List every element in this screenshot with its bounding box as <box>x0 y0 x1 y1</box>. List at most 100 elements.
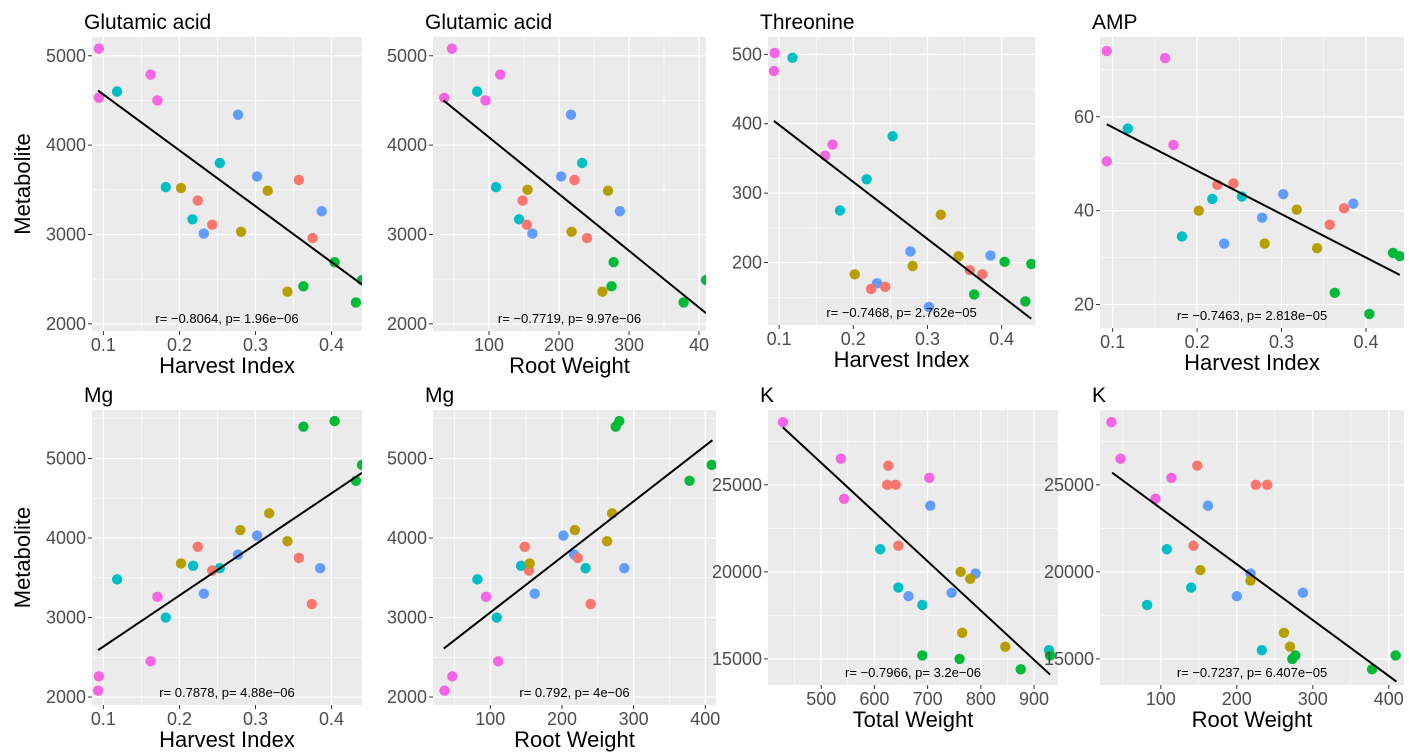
data-point <box>206 219 218 230</box>
x-tick-label: 0.1 <box>1100 332 1125 352</box>
y-axis-title: Metabolite <box>10 133 35 235</box>
panel-title: Glutamic acid <box>84 11 211 34</box>
data-point <box>977 269 988 280</box>
x-tick-label: 0.4 <box>1353 332 1378 352</box>
data-point <box>1297 587 1309 598</box>
data-point <box>953 251 964 262</box>
data-point <box>356 459 362 471</box>
panel-4: 20 40 60 0.1 0.2 0.3 0.4 r= −0.7463, p= 2.818e−… <box>1074 11 1404 375</box>
y-tick-label: 2000 <box>387 314 427 334</box>
data-point <box>214 157 225 169</box>
data-point <box>566 226 577 238</box>
x-tick-label: 0.1 <box>91 335 116 355</box>
data-point <box>565 109 577 120</box>
data-point <box>1284 641 1296 652</box>
panel-title: K <box>1092 384 1106 407</box>
y-tick-label: 20000 <box>1044 562 1094 582</box>
data-point <box>917 650 928 661</box>
data-point <box>1218 238 1230 249</box>
data-point <box>585 598 596 610</box>
data-point <box>1245 575 1256 586</box>
data-layer <box>92 415 362 696</box>
data-point <box>251 530 263 541</box>
y-tick-label: 40 <box>1074 201 1094 221</box>
x-tick-label: 40 <box>689 335 709 355</box>
x-tick-label: 200 <box>544 335 574 355</box>
y-tick-label: 5000 <box>387 449 427 469</box>
x-tick-label: 0.3 <box>243 709 268 729</box>
data-point <box>522 184 533 196</box>
data-point <box>601 535 613 547</box>
data-point <box>111 86 123 97</box>
data-point <box>264 508 275 519</box>
data-point <box>439 685 450 696</box>
data-point <box>1159 52 1171 64</box>
x-axis-title: Harvest Index <box>834 347 970 372</box>
data-point <box>1207 193 1218 205</box>
x-tick-label: 600 <box>859 689 889 709</box>
data-point <box>875 544 886 555</box>
data-point <box>282 286 293 297</box>
data-point <box>890 479 901 491</box>
data-point <box>1348 198 1359 209</box>
data-point <box>480 95 491 106</box>
data-point <box>1106 416 1117 428</box>
data-point <box>329 415 340 427</box>
data-point <box>187 560 199 572</box>
panel-7: 15000 20000 25000 500 600 700 800 900 r= −0.7966… <box>712 384 1058 732</box>
x-tick-label: 0.1 <box>767 329 792 349</box>
x-tick-label: 100 <box>475 709 505 729</box>
data-point <box>569 524 581 536</box>
x-tick-label: 0.2 <box>167 335 192 355</box>
data-point <box>491 612 502 623</box>
x-tick-label: 0.4 <box>319 335 344 355</box>
data-point <box>1291 204 1302 215</box>
y-tick-label: 15000 <box>1044 649 1094 669</box>
gridlines <box>433 37 706 331</box>
data-point <box>1236 191 1248 202</box>
y-tick-label: 2000 <box>46 314 86 334</box>
data-layer <box>1106 416 1401 683</box>
x-axis-title: Harvest Index <box>1184 350 1320 375</box>
data-point <box>251 171 263 182</box>
data-point <box>1290 650 1301 661</box>
regression-line <box>1106 123 1401 276</box>
data-point <box>700 274 706 286</box>
data-point <box>838 493 850 504</box>
data-point <box>1122 123 1134 134</box>
data-point <box>576 157 588 169</box>
x-axis-title: Root Weight <box>1192 707 1313 732</box>
data-point <box>1324 219 1335 230</box>
data-point <box>1176 231 1188 242</box>
data-point <box>1259 238 1270 249</box>
data-point <box>614 206 626 217</box>
data-point <box>865 283 877 295</box>
data-point <box>957 627 968 638</box>
gridlines <box>768 410 1058 685</box>
data-point <box>684 475 695 486</box>
data-layer <box>768 47 1035 320</box>
x-tick-label: 200 <box>547 709 577 729</box>
correlation-annotation: r= 0.7878, p= 4.88e−06 <box>159 685 295 700</box>
data-point <box>580 563 591 574</box>
data-point <box>968 289 980 300</box>
data-point <box>513 214 525 225</box>
correlation-annotation: r= −0.7468, p= 2.762e−05 <box>826 305 976 320</box>
plot-background <box>433 37 706 331</box>
data-point <box>1338 203 1350 214</box>
y-axis-title: Metabolite <box>10 507 35 609</box>
y-tick-label: 4000 <box>387 528 427 548</box>
correlation-annotation: r= −0.8064, p= 1.96e−06 <box>155 311 298 326</box>
data-point <box>1329 287 1340 298</box>
y-tick-label: 200 <box>732 253 762 273</box>
panel-title: Mg <box>84 384 113 407</box>
data-point <box>923 301 935 313</box>
data-point <box>1278 627 1290 638</box>
x-tick-label: 0.3 <box>243 335 268 355</box>
x-axis-title: Harvest Index <box>159 727 295 752</box>
data-point <box>1262 479 1273 491</box>
data-point <box>581 232 593 244</box>
regression-line <box>97 471 362 651</box>
data-point <box>480 591 492 603</box>
data-point <box>827 139 838 150</box>
